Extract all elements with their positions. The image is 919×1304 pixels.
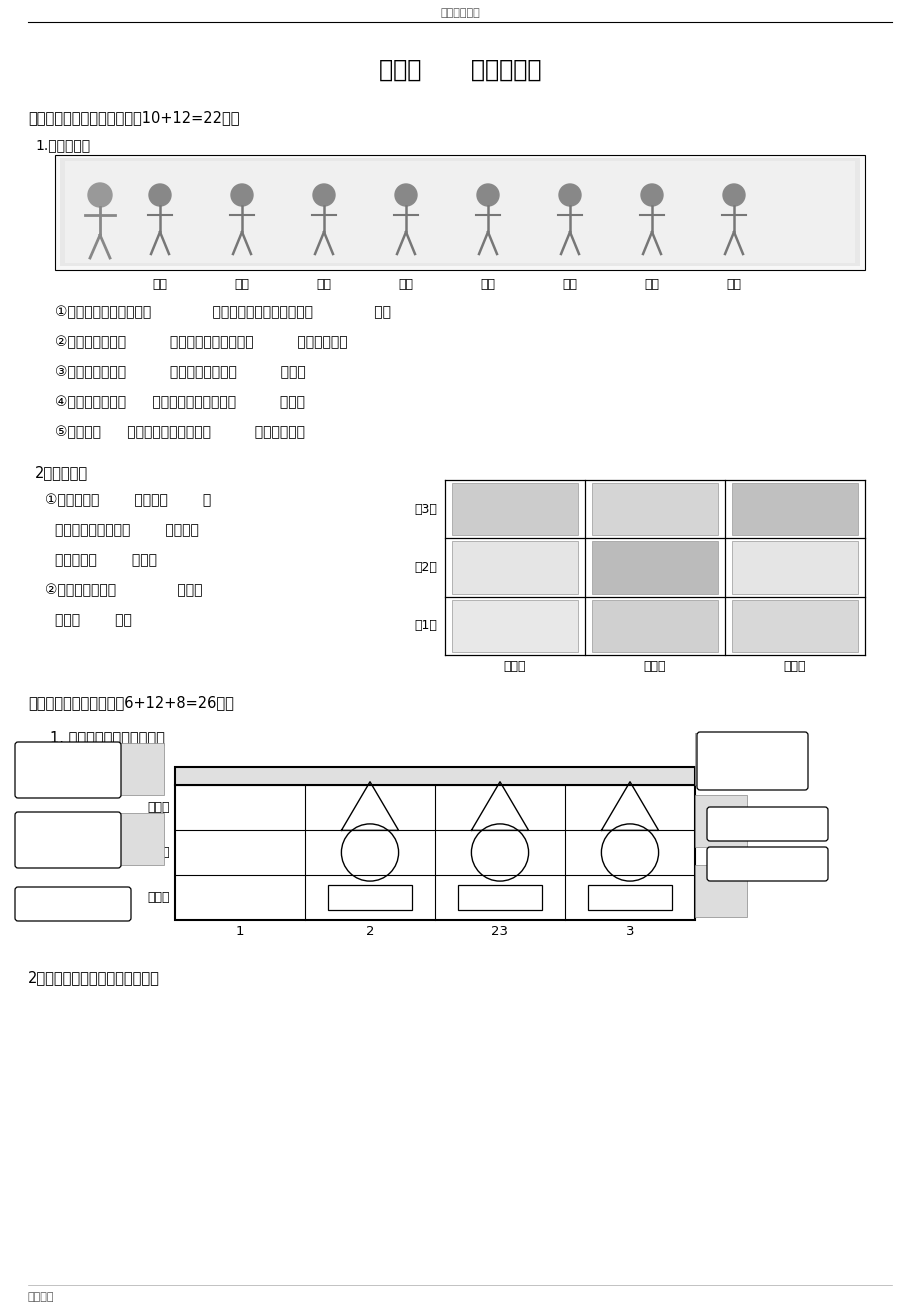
Text: 我住在
的上面。: 我住在 的上面。 — [739, 750, 765, 772]
Text: 小兰: 小兰 — [153, 278, 167, 291]
Bar — [451, 600, 577, 652]
Bar — [732, 482, 857, 536]
Text: 第三层: 第三层 — [147, 801, 170, 814]
Bar — [591, 541, 717, 593]
Bar — [60, 158, 859, 266]
Text: 二单元      方向与位置: 二单元 方向与位置 — [379, 57, 540, 82]
Text: 小军: 小军 — [726, 278, 741, 291]
Text: 小华: 小华 — [562, 278, 577, 291]
Bar — [175, 767, 694, 785]
Text: ②小菊的前面有（          ）个小朋友，后面有（          ）个小朋友。: ②小菊的前面有（ ）个小朋友，后面有（ ）个小朋友。 — [55, 335, 347, 349]
Text: 1: 1 — [235, 925, 244, 938]
Text: 1.排队体检。: 1.排队体检。 — [35, 138, 90, 153]
Bar — [732, 600, 857, 652]
Bar — [694, 733, 746, 785]
Bar — [328, 885, 411, 910]
Text: ③小红在小兰的（          ）面，在小刚的（          ）面。: ③小红在小兰的（ ）面，在小刚的（ ）面。 — [55, 365, 305, 379]
Text: 猪在它的（        ）面。: 猪在它的（ ）面。 — [55, 553, 157, 567]
Bar — [694, 865, 746, 917]
Text: 我住 2兲2号。: 我住 2兲2号。 — [48, 898, 98, 909]
Text: 精彩文档: 精彩文档 — [28, 1292, 54, 1301]
FancyBboxPatch shape — [706, 807, 827, 841]
Text: 2．玩具屋。: 2．玩具屋。 — [35, 466, 88, 480]
Text: 第1层: 第1层 — [414, 619, 437, 632]
Circle shape — [559, 184, 581, 206]
Bar — [65, 160, 854, 263]
Bar — [732, 541, 857, 593]
Text: 2、先找座位（连线），再填空。: 2、先找座位（连线），再填空。 — [28, 970, 160, 985]
Text: 我住在
的左面。: 我住在 的左面。 — [55, 829, 81, 850]
Text: 第二层: 第二层 — [147, 846, 170, 859]
Text: 小明: 小明 — [644, 278, 659, 291]
Text: 小刚: 小刚 — [316, 278, 331, 291]
Bar — [588, 885, 671, 910]
Text: 小花: 小花 — [398, 278, 413, 291]
Bar — [694, 795, 746, 848]
Bar — [175, 785, 694, 921]
Circle shape — [476, 184, 498, 206]
Text: 2: 2 — [366, 925, 374, 938]
Text: ②小熊的左面是（              ），右: ②小熊的左面是（ ），右 — [45, 583, 202, 597]
Text: ⑤小明的（      ）面是小军，小华的（          ）面是小明。: ⑤小明的（ ）面是小军，小华的（ ）面是小明。 — [55, 425, 305, 439]
FancyBboxPatch shape — [15, 742, 121, 798]
Text: 小菊: 小菊 — [480, 278, 495, 291]
Text: 23: 23 — [491, 925, 508, 938]
FancyBboxPatch shape — [15, 812, 121, 868]
Text: ④小刚在小花的（      ）面，小菊在小华的（          ）面。: ④小刚在小花的（ ）面，小菊在小华的（ ）面。 — [55, 395, 305, 409]
Circle shape — [641, 184, 663, 206]
Bar — [451, 541, 577, 593]
Text: 第2层: 第2层 — [414, 561, 437, 574]
Text: ①排在最前面的同学是（              ），排在最后面的同学是（              ）。: ①排在最前面的同学是（ ），排在最后面的同学是（ ）。 — [55, 305, 391, 319]
Circle shape — [149, 184, 171, 206]
Text: 二、画一画，连一连。（6+12+8=26分）: 二、画一画，连一连。（6+12+8=26分） — [28, 695, 233, 709]
Circle shape — [394, 184, 416, 206]
Text: 我住 3兲1号。: 我住 3兲1号。 — [742, 859, 792, 868]
Circle shape — [722, 184, 744, 206]
FancyBboxPatch shape — [706, 848, 827, 882]
Text: 我住在
的右面。: 我住在 的右面。 — [55, 759, 81, 781]
Text: 实用标准文案: 实用标准文案 — [439, 8, 480, 18]
Text: 第一层: 第一层 — [147, 891, 170, 904]
Text: 第１格: 第１格 — [504, 660, 526, 673]
Text: 1. 送小动物回家。（连线）: 1. 送小动物回家。（连线） — [50, 730, 165, 745]
Circle shape — [88, 183, 112, 207]
FancyBboxPatch shape — [15, 887, 130, 921]
Text: 小红: 小红 — [234, 278, 249, 291]
Text: 第２格: 第２格 — [643, 660, 665, 673]
Circle shape — [231, 184, 253, 206]
Text: 3: 3 — [625, 925, 633, 938]
Bar — [112, 812, 164, 865]
Text: 一、辨认方向，确定位置。（10+12=22分）: 一、辨认方向，确定位置。（10+12=22分） — [28, 110, 239, 125]
Text: 第3层: 第3层 — [414, 502, 437, 515]
Text: 我住 1兲2号。: 我住 1兲2号。 — [742, 819, 792, 829]
Text: 面是（        ）。: 面是（ ）。 — [55, 613, 131, 627]
Circle shape — [312, 184, 335, 206]
Text: ①熊猫在第（        ）层第（        ）: ①熊猫在第（ ）层第（ ） — [45, 493, 211, 507]
FancyBboxPatch shape — [697, 732, 807, 790]
Text: 格，布娃娃在它的（        ）面，小: 格，布娃娃在它的（ ）面，小 — [55, 523, 199, 537]
Bar — [55, 155, 864, 270]
Text: 第３格: 第３格 — [783, 660, 805, 673]
Bar — [591, 482, 717, 536]
Bar — [451, 482, 577, 536]
Bar — [591, 600, 717, 652]
Bar — [458, 885, 541, 910]
Bar — [112, 743, 164, 795]
